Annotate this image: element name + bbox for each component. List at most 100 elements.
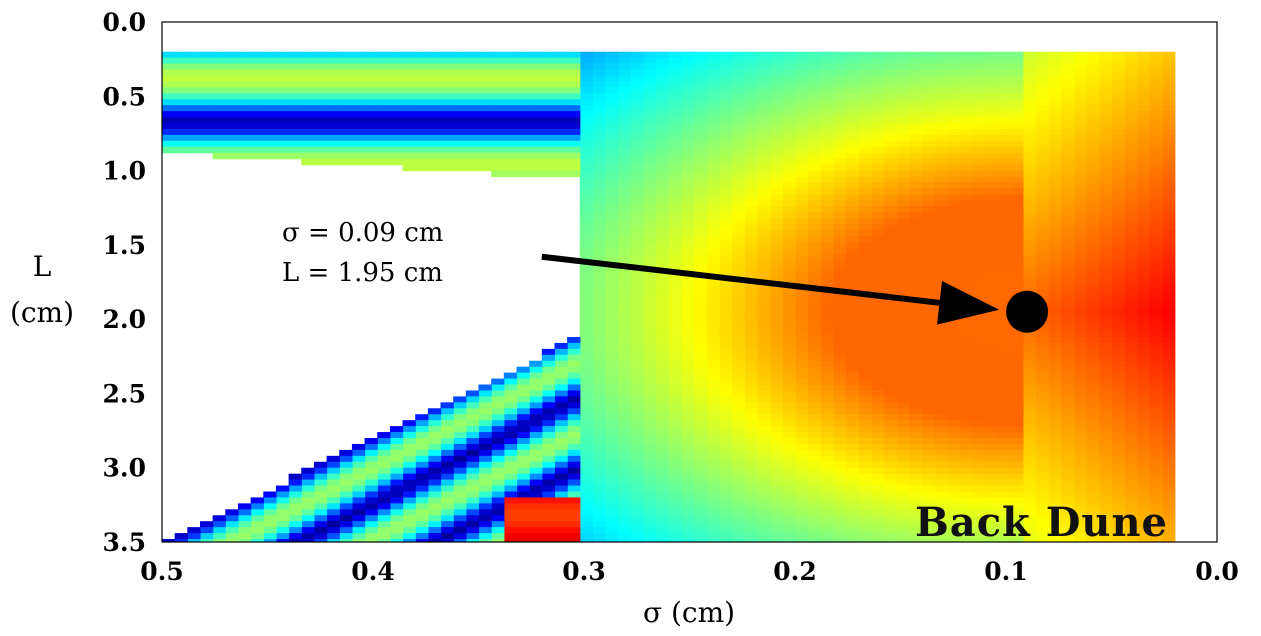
- heatmap-cell: [491, 146, 505, 154]
- heatmap-cell: [655, 348, 669, 356]
- heatmap-cell: [643, 408, 657, 415]
- heatmap-cell: [782, 224, 796, 231]
- heatmap-cell: [719, 473, 733, 481]
- heatmap-cell: [541, 497, 556, 504]
- heatmap-cell: [668, 194, 682, 201]
- heatmap-cell: [1162, 307, 1176, 314]
- heatmap-cell: [377, 509, 391, 516]
- heatmap-cell: [478, 449, 492, 457]
- heatmap-cell: [959, 105, 973, 112]
- heatmap-cell: [250, 503, 264, 510]
- heatmap-cell: [1098, 75, 1113, 83]
- heatmap-cell: [731, 432, 745, 439]
- heatmap-cell: [719, 93, 733, 100]
- heatmap-cell: [946, 158, 961, 166]
- heatmap-cell: [731, 224, 745, 231]
- heatmap-cell: [1098, 313, 1113, 320]
- heatmap-cell: [832, 128, 847, 136]
- heatmap-cell: [782, 295, 796, 302]
- heatmap-cell: [757, 414, 771, 421]
- heatmap-cell: [643, 455, 657, 463]
- heatmap-cell: [896, 348, 910, 356]
- heatmap-cell: [908, 491, 923, 499]
- heatmap-cell: [630, 289, 644, 296]
- heatmap-cell: [643, 105, 657, 112]
- heatmap-cell: [908, 432, 923, 439]
- heatmap-cell: [415, 473, 429, 481]
- heatmap-cell: [832, 491, 847, 499]
- heatmap-cell: [503, 521, 518, 528]
- heatmap-cell: [972, 515, 986, 522]
- heatmap-cell: [681, 247, 695, 255]
- heatmap-cell: [592, 176, 606, 184]
- heatmap-cell: [769, 479, 783, 487]
- heatmap-cell: [453, 455, 467, 463]
- heatmap-cell: [1035, 265, 1049, 273]
- heatmap-cell: [1124, 503, 1138, 510]
- heatmap-cell: [845, 509, 859, 516]
- heatmap-cell: [655, 87, 669, 94]
- heatmap-cell: [516, 69, 530, 77]
- heatmap-cell: [706, 63, 720, 71]
- heatmap-cell: [757, 319, 771, 326]
- heatmap-cell: [301, 473, 315, 481]
- heatmap-cell: [693, 485, 707, 493]
- heatmap-cell: [934, 218, 948, 225]
- heatmap-cell: [870, 134, 885, 142]
- heatmap-cell: [858, 354, 872, 362]
- heatmap-cell: [1086, 75, 1100, 83]
- heatmap-cell: [757, 289, 771, 296]
- heatmap-cell: [681, 164, 695, 172]
- heatmap-cell: [503, 93, 518, 100]
- heatmap-cell: [1162, 491, 1176, 499]
- heatmap-cell: [719, 479, 733, 487]
- heatmap-cell: [592, 325, 606, 332]
- heatmap-cell: [744, 342, 758, 350]
- heatmap-cell: [820, 51, 834, 59]
- heatmap-cell: [541, 402, 556, 409]
- heatmap-cell: [351, 128, 366, 136]
- heatmap-cell: [655, 69, 669, 77]
- heatmap-cell: [845, 134, 859, 142]
- heatmap-cell: [921, 408, 935, 415]
- heatmap-cell: [959, 455, 973, 463]
- heatmap-cell: [959, 461, 973, 469]
- heatmap-cell: [832, 265, 847, 273]
- heatmap-cell: [655, 247, 669, 255]
- heatmap-cell: [946, 140, 961, 148]
- heatmap-cell: [1060, 224, 1075, 231]
- heatmap-cell: [757, 117, 771, 124]
- heatmap-cell: [1035, 63, 1049, 71]
- heatmap-cell: [820, 176, 834, 184]
- heatmap-cell: [1136, 438, 1151, 445]
- heatmap-cell: [769, 473, 783, 481]
- heatmap-cell: [529, 158, 543, 166]
- heatmap-cell: [719, 224, 733, 231]
- heatmap-cell: [744, 158, 758, 166]
- heatmap-cell: [1048, 164, 1062, 172]
- heatmap-cell: [946, 378, 961, 386]
- heatmap-cell: [250, 128, 264, 136]
- heatmap-cell: [1098, 253, 1113, 261]
- heatmap-cell: [896, 384, 910, 392]
- heatmap-cell: [1060, 527, 1075, 534]
- heatmap-cell: [415, 533, 429, 540]
- heatmap-cell: [1162, 212, 1176, 219]
- heatmap-cell: [719, 69, 733, 77]
- heatmap-cell: [972, 331, 986, 338]
- heatmap-cell: [997, 307, 1011, 314]
- heatmap-cell: [579, 117, 594, 124]
- heatmap-cell: [731, 123, 745, 130]
- heatmap-cell: [605, 170, 619, 178]
- heatmap-cell: [845, 420, 859, 427]
- heatmap-cell: [870, 539, 885, 542]
- heatmap-cell: [719, 390, 733, 397]
- heatmap-cell: [389, 432, 404, 439]
- heatmap-cell: [313, 491, 328, 499]
- heatmap-cell: [529, 533, 543, 540]
- heatmap-cell: [605, 295, 619, 302]
- heatmap-cell: [883, 319, 897, 326]
- heatmap-cell: [478, 134, 492, 142]
- heatmap-cell: [1086, 372, 1100, 380]
- heatmap-cell: [1010, 336, 1024, 344]
